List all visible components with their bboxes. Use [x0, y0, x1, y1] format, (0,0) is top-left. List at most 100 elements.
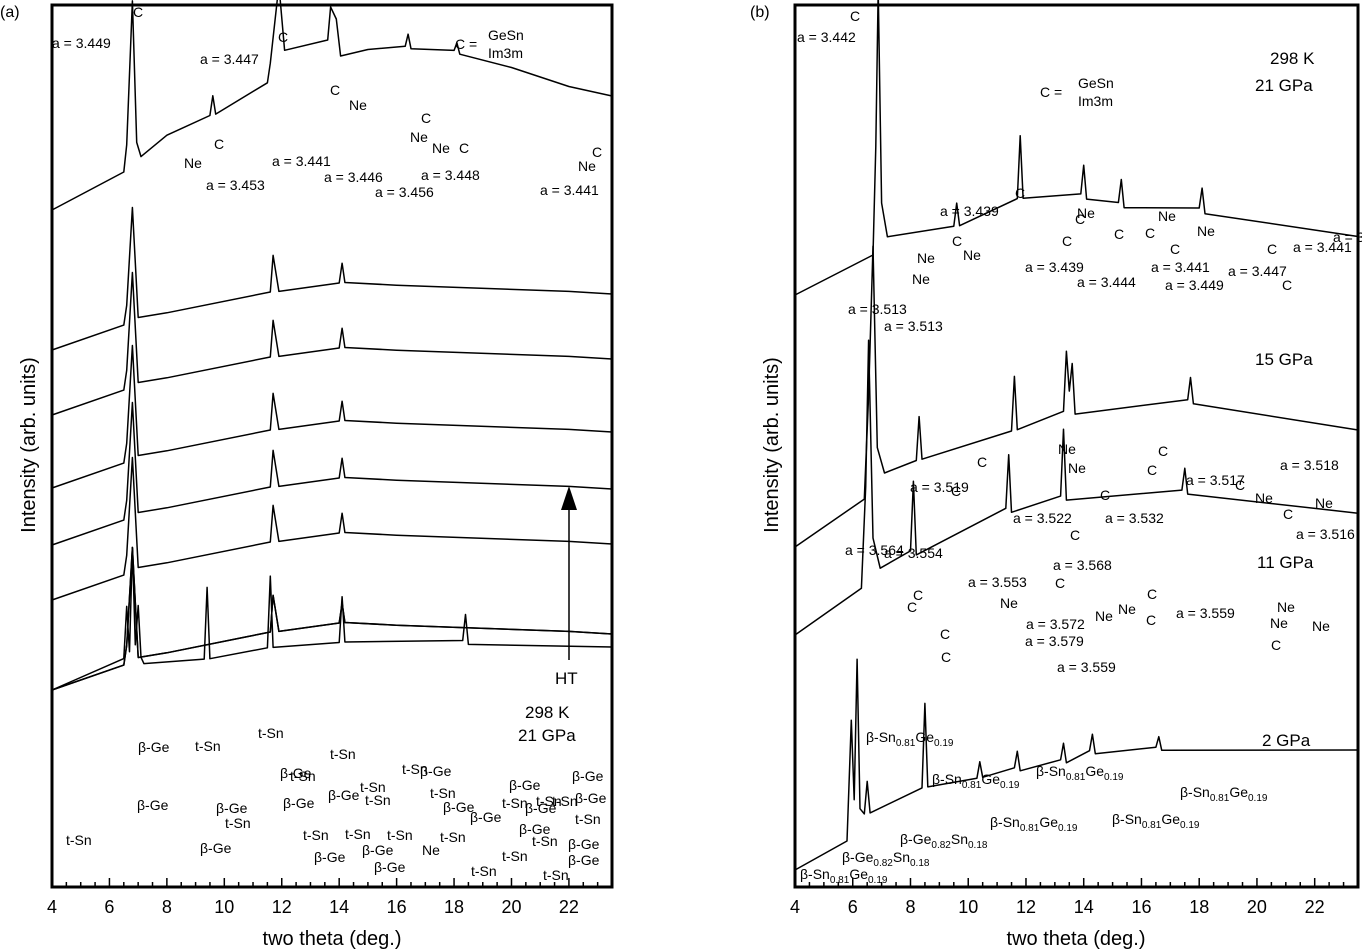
- peak-annotation: a = 3.519: [910, 479, 969, 495]
- peak-annotation: β-Ge: [283, 795, 315, 811]
- peak-annotation: C: [1015, 185, 1025, 201]
- peak-annotation: t-Sn: [543, 867, 569, 883]
- x-tick-label: 16: [1131, 897, 1151, 917]
- xrd-trace-6: [51, 456, 613, 601]
- peak-annotation: C: [1100, 487, 1110, 503]
- peak-annotation: C: [951, 483, 961, 499]
- x-tick-label: 14: [1074, 897, 1094, 917]
- peak-annotation: t-Sn: [303, 827, 329, 843]
- x-tick-label: 20: [1247, 897, 1267, 917]
- peak-annotation: Ne: [1197, 223, 1215, 239]
- peak-annotation: C: [330, 82, 340, 98]
- xrd-trace-1: [51, 0, 613, 211]
- phase-label-2: β-Sn0.81Ge0.19: [932, 771, 1020, 791]
- peak-annotation: a = 3.553: [968, 574, 1027, 590]
- x-tick-label: 8: [162, 897, 172, 917]
- peak-annotation: a = 3.559: [1176, 605, 1235, 621]
- peak-annotation: Ne: [1000, 595, 1018, 611]
- peak-annotation: C: [907, 599, 917, 615]
- peak-annotation: Ne: [912, 271, 930, 287]
- peak-annotation: C: [1070, 527, 1080, 543]
- peak-annotation: Ne: [1068, 460, 1086, 476]
- panel-a-pressure: 21 GPa: [518, 726, 576, 745]
- peak-annotation: β-Ge: [314, 849, 346, 865]
- x-tick-label: 20: [501, 897, 521, 917]
- peak-annotation: a = 3.579: [1025, 633, 1084, 649]
- peak-annotation: C: [1146, 612, 1156, 628]
- xrd-trace-4: [51, 344, 613, 489]
- panel-b-legend-bottom: Im3m: [1078, 93, 1113, 109]
- panel-b-frame: [793, 3, 1360, 889]
- xrd-trace-4: [794, 658, 1359, 871]
- xrd-trace-3: [794, 339, 1359, 636]
- peak-annotation: Ne: [410, 129, 428, 145]
- x-tick-label: 4: [790, 897, 800, 917]
- peak-annotation: Ne: [1158, 208, 1176, 224]
- panel-a-xlabel: two theta (deg.): [263, 928, 402, 950]
- peak-annotation: a = 3.449: [1165, 277, 1224, 293]
- peak-annotation: t-Sn: [225, 815, 251, 831]
- peak-annotation: a = 3.439: [940, 203, 999, 219]
- peak-annotation: a = 3.439: [1025, 259, 1084, 275]
- peak-annotation: a = 3.453: [206, 177, 265, 193]
- x-tick-label: 10: [958, 897, 978, 917]
- xrd-trace-1: [794, 0, 1359, 296]
- peak-annotation: C: [1062, 233, 1072, 249]
- peak-annotation: C: [1267, 241, 1277, 257]
- peak-annotation: a = 3.448: [421, 167, 480, 183]
- peak-annotation: a = 3.442: [1333, 229, 1362, 245]
- panel-b-traces: [794, 0, 1359, 871]
- peak-annotation: t-Sn: [290, 768, 316, 784]
- peak-annotation: a = 3.447: [1228, 263, 1287, 279]
- peak-annotation: β-Ge: [568, 852, 600, 868]
- peak-annotation: C: [421, 110, 431, 126]
- peak-annotation: a = 3.441: [272, 153, 331, 169]
- peak-annotation: t-Sn: [402, 761, 428, 777]
- peak-annotation: C: [1114, 226, 1124, 242]
- peak-annotation: a = 3.554: [884, 545, 943, 561]
- peak-annotation: t-Sn: [502, 848, 528, 864]
- peak-annotation: C: [1147, 586, 1157, 602]
- peak-annotation: a = 3.446: [324, 169, 383, 185]
- peak-annotation: a = 3.522: [1013, 510, 1072, 526]
- cond-21gpa: 21 GPa: [1255, 76, 1313, 95]
- panel-a: (a) Intensity (arb. units) two theta (de…: [0, 0, 614, 950]
- x-tick-label: 8: [905, 897, 915, 917]
- x-tick-label: 18: [1189, 897, 1209, 917]
- peak-annotation: β-Ge: [374, 859, 406, 875]
- panel-a-traces: [51, 0, 613, 691]
- panel-a-legend-bottom: Im3m: [488, 45, 523, 61]
- phase-label-3: β-Sn0.81Ge0.19: [1036, 763, 1124, 783]
- phase-label-8: β-Ge0.82Sn0.18: [842, 849, 930, 869]
- peak-annotation: β-Ge: [443, 799, 475, 815]
- peak-annotation: a = 3.532: [1105, 510, 1164, 526]
- peak-annotation: C: [941, 649, 951, 665]
- phase-label-1: β-Sn0.81Ge0.19: [866, 729, 954, 749]
- panel-a-label: (a): [0, 4, 20, 21]
- peak-annotation: Ne: [1118, 601, 1136, 617]
- panel-a-ticks: 4 6 8 10 12 14 16 18 20 22: [47, 878, 599, 917]
- peak-annotation: t-Sn: [360, 779, 386, 795]
- peak-annotation: a = 3.441: [1293, 239, 1352, 255]
- peak-annotation: a = 3.517: [1186, 472, 1245, 488]
- panel-a-temp: 298 K: [525, 703, 570, 722]
- peak-annotation: t-Sn: [66, 832, 92, 848]
- peak-annotation: Ne: [1255, 490, 1273, 506]
- x-tick-label: 4: [47, 897, 57, 917]
- peak-annotation: a = 3.572: [1026, 616, 1085, 632]
- panel-b-legend-top: GeSn: [1078, 75, 1114, 91]
- peak-annotation: C: [1158, 443, 1168, 459]
- panel-b-xlabel: two theta (deg.): [1007, 928, 1146, 950]
- peak-annotation: β-Ge: [525, 800, 557, 816]
- peak-annotation: Ne: [349, 97, 367, 113]
- peak-annotation: a = 3.444: [1077, 274, 1136, 290]
- phase-label-6: β-Sn0.81Ge0.19: [1112, 811, 1200, 831]
- peak-annotation: β-Ge: [420, 763, 452, 779]
- peak-annotation: β-Ge: [216, 800, 248, 816]
- panel-b-phase-labels: β-Sn0.81Ge0.19 β-Sn0.81Ge0.19 β-Sn0.81Ge…: [800, 729, 1268, 886]
- peak-annotation: t-Sn: [471, 863, 497, 879]
- peak-annotation: C: [214, 136, 224, 152]
- peak-annotation: a = 3.564: [845, 542, 904, 558]
